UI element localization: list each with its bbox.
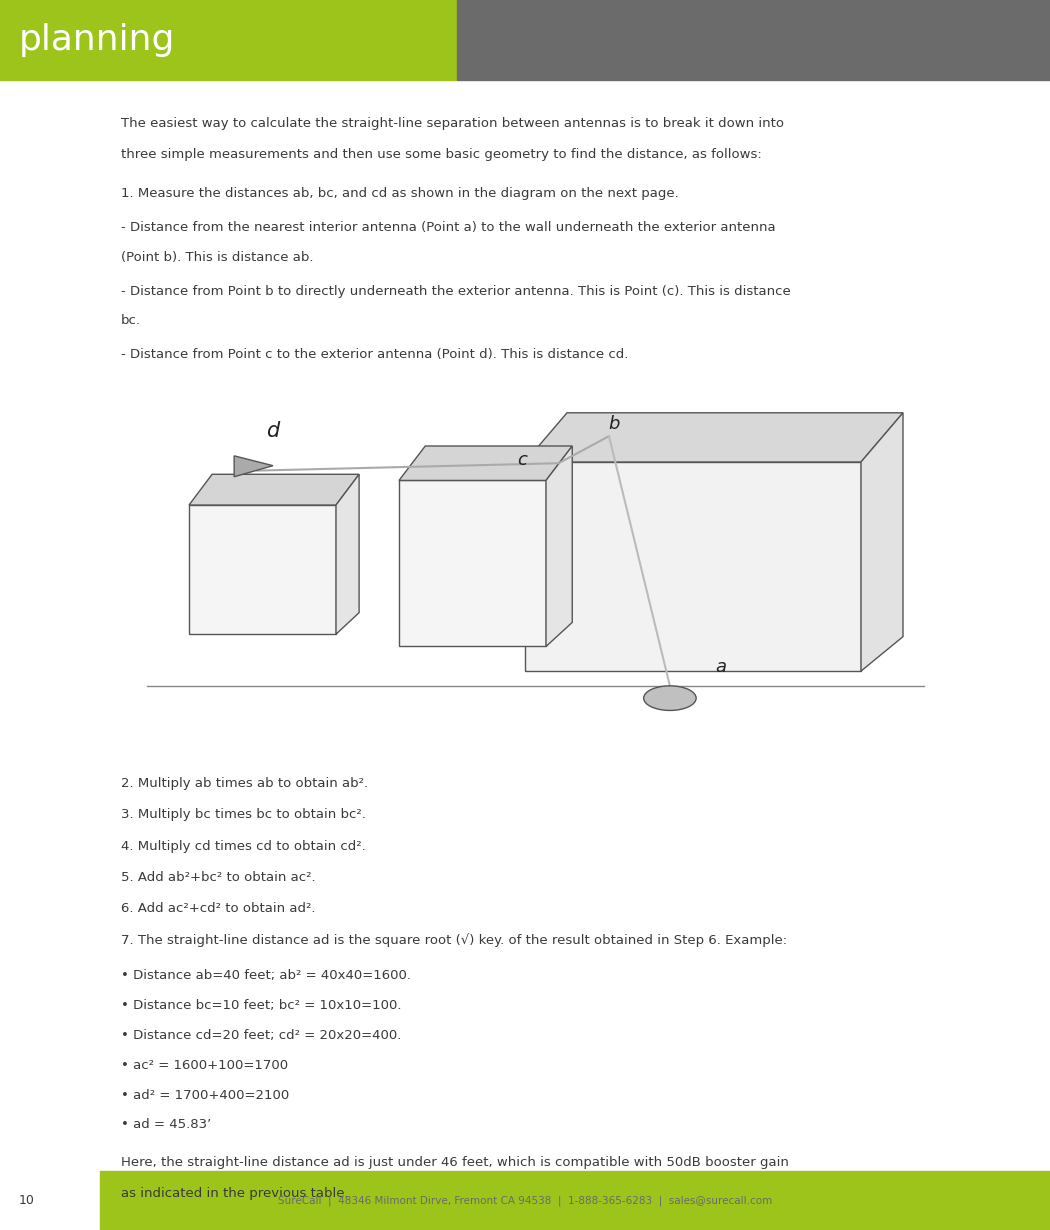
Text: • ad² = 1700+400=2100: • ad² = 1700+400=2100	[121, 1089, 289, 1102]
Text: • Distance cd=20 feet; cd² = 20x20=400.: • Distance cd=20 feet; cd² = 20x20=400.	[121, 1030, 401, 1042]
Text: three simple measurements and then use some basic geometry to find the distance,: three simple measurements and then use s…	[121, 148, 761, 161]
Bar	[0, 1171, 1050, 1230]
Bar	[399, 481, 546, 647]
Text: 10: 10	[19, 1194, 35, 1207]
Text: - Distance from Point b to directly underneath the exterior antenna. This is Poi: - Distance from Point b to directly unde…	[121, 284, 791, 298]
Text: 4. Multiply cd times cd to obtain cd².: 4. Multiply cd times cd to obtain cd².	[121, 840, 365, 852]
Text: • Distance bc=10 feet; bc² = 10x10=100.: • Distance bc=10 feet; bc² = 10x10=100.	[121, 999, 401, 1012]
Polygon shape	[234, 456, 273, 477]
Text: c: c	[517, 450, 527, 469]
Text: (Point b). This is distance ab.: (Point b). This is distance ab.	[121, 251, 313, 263]
Text: - Distance from the nearest interior antenna (Point a) to the wall underneath th: - Distance from the nearest interior ant…	[121, 221, 775, 234]
Bar	[457, 0, 1050, 80]
Text: The easiest way to calculate the straight-line separation between antennas is to: The easiest way to calculate the straigh…	[121, 117, 783, 130]
Text: Here, the straight-line distance ad is just under 46 feet, which is compatible w: Here, the straight-line distance ad is j…	[121, 1156, 789, 1170]
Bar	[189, 506, 336, 635]
Text: planning: planning	[19, 23, 175, 57]
Text: 2. Multiply ab times ab to obtain ab².: 2. Multiply ab times ab to obtain ab².	[121, 777, 368, 791]
Polygon shape	[861, 413, 903, 672]
Text: 3. Multiply bc times bc to obtain bc².: 3. Multiply bc times bc to obtain bc².	[121, 808, 365, 822]
Polygon shape	[399, 446, 572, 481]
Bar	[100, 1171, 1050, 1230]
Text: as indicated in the previous table.: as indicated in the previous table.	[121, 1187, 349, 1200]
Ellipse shape	[644, 686, 696, 711]
Text: 5. Add ab²+bc² to obtain ac².: 5. Add ab²+bc² to obtain ac².	[121, 871, 315, 883]
Text: b: b	[609, 415, 620, 433]
Bar	[0, 1171, 100, 1230]
Polygon shape	[525, 413, 903, 462]
Text: 1. Measure the distances ab, bc, and cd as shown in the diagram on the next page: 1. Measure the distances ab, bc, and cd …	[121, 187, 678, 200]
Polygon shape	[546, 446, 572, 647]
Text: d: d	[267, 421, 279, 442]
Text: 7. The straight-line distance ad is the square root (√) key. of the result obtai: 7. The straight-line distance ad is the …	[121, 932, 786, 947]
Polygon shape	[189, 475, 359, 506]
Text: SureCall  |  48346 Milmont Dirve, Fremont CA 94538  |  1-888-365-6283  |  sales@: SureCall | 48346 Milmont Dirve, Fremont …	[278, 1196, 772, 1205]
Text: • ac² = 1600+100=1700: • ac² = 1600+100=1700	[121, 1059, 288, 1071]
Bar	[0, 0, 457, 80]
Text: a: a	[715, 658, 726, 677]
Text: • ad = 45.83’: • ad = 45.83’	[121, 1118, 211, 1132]
Text: • Distance ab=40 feet; ab² = 40x40=1600.: • Distance ab=40 feet; ab² = 40x40=1600.	[121, 969, 411, 983]
Bar	[525, 462, 861, 672]
Text: - Distance from Point c to the exterior antenna (Point d). This is distance cd.: - Distance from Point c to the exterior …	[121, 348, 628, 362]
Polygon shape	[336, 475, 359, 635]
Text: 6. Add ac²+cd² to obtain ad².: 6. Add ac²+cd² to obtain ad².	[121, 902, 315, 915]
Text: bc.: bc.	[121, 315, 141, 327]
